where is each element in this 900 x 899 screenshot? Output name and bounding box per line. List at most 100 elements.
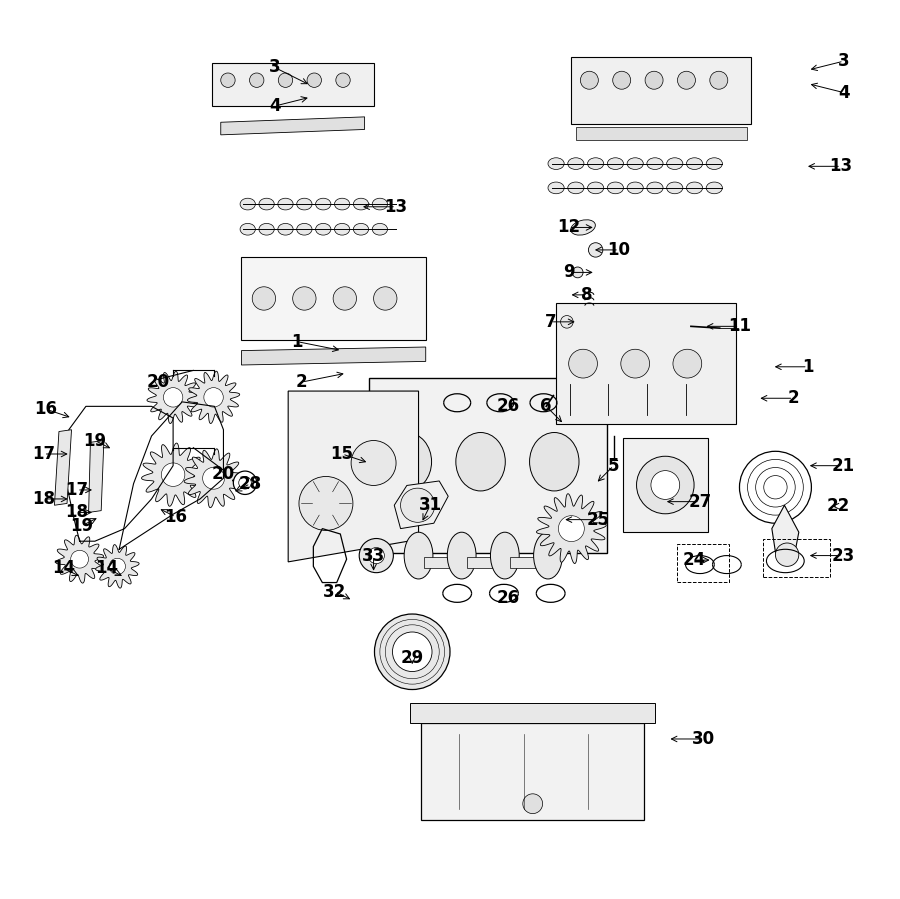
Circle shape xyxy=(164,387,183,407)
Circle shape xyxy=(673,349,702,378)
Text: 32: 32 xyxy=(323,583,346,601)
Bar xyxy=(623,438,708,532)
Bar xyxy=(241,257,426,340)
Ellipse shape xyxy=(373,223,388,235)
Circle shape xyxy=(651,471,680,500)
Text: 28: 28 xyxy=(238,475,262,493)
Text: 33: 33 xyxy=(362,547,385,565)
Ellipse shape xyxy=(627,182,644,194)
Circle shape xyxy=(307,73,321,87)
Circle shape xyxy=(333,287,356,310)
Polygon shape xyxy=(241,347,426,365)
Ellipse shape xyxy=(455,432,505,491)
Circle shape xyxy=(523,794,543,814)
Polygon shape xyxy=(141,443,204,506)
Text: 13: 13 xyxy=(830,157,852,175)
Text: 1: 1 xyxy=(292,333,303,351)
Ellipse shape xyxy=(259,223,274,235)
Text: 24: 24 xyxy=(683,551,706,569)
Text: 22: 22 xyxy=(827,497,850,515)
Bar xyxy=(369,378,608,553)
Text: 27: 27 xyxy=(688,493,712,511)
Polygon shape xyxy=(288,391,418,562)
Text: 29: 29 xyxy=(400,649,424,667)
Circle shape xyxy=(233,471,256,494)
Polygon shape xyxy=(187,371,239,423)
Polygon shape xyxy=(56,535,104,583)
Circle shape xyxy=(238,476,251,489)
Text: 15: 15 xyxy=(330,445,354,463)
Ellipse shape xyxy=(534,532,562,579)
Ellipse shape xyxy=(706,158,723,169)
Ellipse shape xyxy=(297,223,312,235)
Text: 14: 14 xyxy=(52,559,75,577)
Circle shape xyxy=(572,267,583,278)
Circle shape xyxy=(252,287,275,310)
Ellipse shape xyxy=(354,199,369,209)
Text: 4: 4 xyxy=(838,84,850,102)
Text: 17: 17 xyxy=(32,445,55,463)
Ellipse shape xyxy=(316,223,331,235)
Text: 17: 17 xyxy=(66,481,88,499)
Text: 12: 12 xyxy=(557,218,580,236)
Ellipse shape xyxy=(297,199,312,209)
Bar xyxy=(212,63,374,106)
Circle shape xyxy=(249,73,264,87)
Polygon shape xyxy=(220,117,364,135)
Circle shape xyxy=(202,467,224,489)
Text: 6: 6 xyxy=(540,397,552,415)
Ellipse shape xyxy=(687,158,703,169)
Text: 19: 19 xyxy=(70,517,93,535)
Text: 18: 18 xyxy=(32,490,55,508)
Ellipse shape xyxy=(571,219,596,236)
Text: 19: 19 xyxy=(84,432,106,450)
Bar xyxy=(421,723,644,820)
Circle shape xyxy=(678,71,696,89)
Ellipse shape xyxy=(335,199,350,209)
Circle shape xyxy=(292,287,316,310)
Circle shape xyxy=(161,463,184,486)
Bar xyxy=(576,127,747,140)
Polygon shape xyxy=(54,430,71,505)
Text: 16: 16 xyxy=(165,508,187,526)
Text: 26: 26 xyxy=(497,397,520,415)
Polygon shape xyxy=(772,505,799,561)
Ellipse shape xyxy=(278,199,293,209)
Text: 2: 2 xyxy=(296,373,308,391)
Circle shape xyxy=(558,516,584,541)
Circle shape xyxy=(589,243,603,257)
Ellipse shape xyxy=(608,182,624,194)
Polygon shape xyxy=(95,545,140,588)
Circle shape xyxy=(392,632,432,672)
Circle shape xyxy=(278,73,293,87)
Circle shape xyxy=(569,349,598,378)
Text: 3: 3 xyxy=(838,52,850,70)
Circle shape xyxy=(368,547,384,564)
Bar xyxy=(510,557,543,568)
Circle shape xyxy=(299,476,353,530)
Bar xyxy=(467,557,500,568)
Circle shape xyxy=(204,387,223,407)
Ellipse shape xyxy=(548,182,564,194)
Ellipse shape xyxy=(647,158,663,169)
Circle shape xyxy=(336,73,350,87)
Ellipse shape xyxy=(687,182,703,194)
Ellipse shape xyxy=(491,532,519,579)
Text: 16: 16 xyxy=(34,400,57,418)
Ellipse shape xyxy=(627,158,644,169)
Text: 30: 30 xyxy=(692,730,716,748)
Text: 14: 14 xyxy=(95,559,118,577)
Text: 18: 18 xyxy=(66,503,88,521)
Circle shape xyxy=(636,457,694,514)
Polygon shape xyxy=(184,449,243,508)
Ellipse shape xyxy=(335,223,350,235)
Text: 20: 20 xyxy=(147,373,169,391)
Ellipse shape xyxy=(316,199,331,209)
Circle shape xyxy=(220,73,235,87)
Ellipse shape xyxy=(529,432,579,491)
Ellipse shape xyxy=(568,182,584,194)
Ellipse shape xyxy=(667,182,683,194)
Text: 10: 10 xyxy=(608,241,631,259)
Ellipse shape xyxy=(647,182,663,194)
Circle shape xyxy=(71,550,88,568)
